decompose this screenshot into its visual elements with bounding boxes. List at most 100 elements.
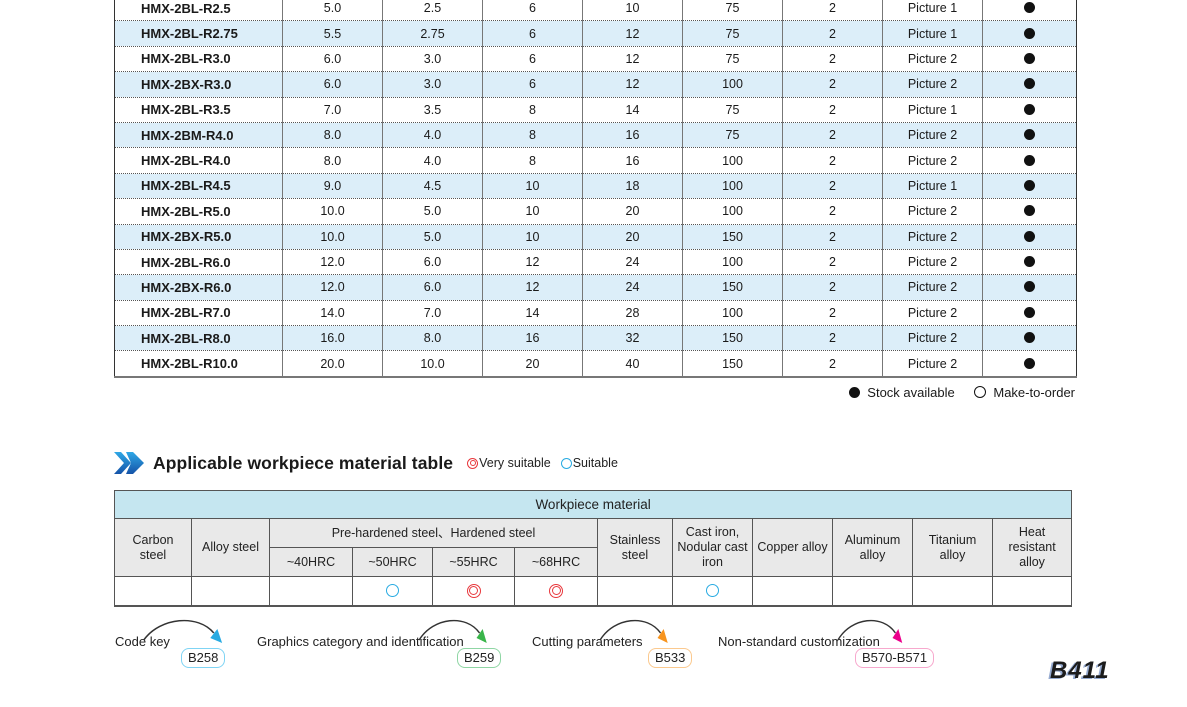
value-cell: 7.0 xyxy=(382,300,483,327)
value-cell: 100 xyxy=(682,300,783,327)
value-cell: 12.0 xyxy=(282,249,383,276)
table-row: HMX-2BL-R7.0 14.0 7.0 14 28 100 2 Picture 2 xyxy=(114,300,1077,327)
value-cell: 2.75 xyxy=(382,20,483,47)
value-cell: 10 xyxy=(482,173,583,200)
value-cell: 4.5 xyxy=(382,173,483,200)
value-cell: 150 xyxy=(682,224,783,250)
model-cell: HMX-2BL-R7.0 xyxy=(114,300,283,327)
value-cell: 5.0 xyxy=(382,198,483,225)
spec-table-container: HMX-2BL-R2.5 5.0 2.5 6 10 75 2 Picture 1 HMX-2BL… xyxy=(114,0,1077,378)
picture-cell: Picture 2 xyxy=(882,147,983,174)
value-cell: 12 xyxy=(482,249,583,276)
value-cell: 100 xyxy=(682,198,783,225)
value-cell: 2 xyxy=(782,122,883,149)
make-to-order-legend: Make-to-order xyxy=(974,385,1075,400)
stock-available-icon xyxy=(1024,205,1035,217)
value-cell: 5.5 xyxy=(282,20,383,47)
rating-cell xyxy=(672,576,753,607)
footer-annotation: Graphics category and identification B25… xyxy=(257,614,517,672)
picture-cell: Picture 1 xyxy=(882,0,983,22)
table-row: HMX-2BL-R5.0 10.0 5.0 10 20 100 2 Picture 2 xyxy=(114,198,1077,225)
value-cell: 10.0 xyxy=(282,224,383,250)
table-row: HMX-2BL-R4.5 9.0 4.5 10 18 100 2 Picture 1 xyxy=(114,173,1077,200)
rating-cell xyxy=(912,576,993,607)
annotation-label: Cutting parameters xyxy=(532,634,643,649)
value-cell: 2 xyxy=(782,325,883,352)
picture-cell: Picture 2 xyxy=(882,224,983,250)
col-stainless-steel: Stainless steel xyxy=(597,518,673,577)
stock-available-icon xyxy=(1024,256,1035,268)
value-cell: 100 xyxy=(682,249,783,276)
value-cell: 10 xyxy=(482,198,583,225)
page-ref-badge[interactable]: B533 xyxy=(648,648,693,668)
material-table: Workpiece material Carbon steel Alloy st… xyxy=(113,490,1073,607)
arrowhead-icon xyxy=(892,629,903,643)
value-cell: 12 xyxy=(582,71,683,98)
stock-available-icon xyxy=(1024,179,1035,191)
value-cell: 6 xyxy=(482,20,583,47)
value-cell: 18 xyxy=(582,173,683,200)
value-cell: 75 xyxy=(682,20,783,47)
col-cast-iron: Cast iron, Nodular cast iron xyxy=(672,518,753,577)
value-cell: 150 xyxy=(682,325,783,352)
stock-cell xyxy=(982,122,1077,149)
table-row: HMX-2BL-R8.0 16.0 8.0 16 32 150 2 Picture 2 xyxy=(114,325,1077,352)
value-cell: 40 xyxy=(582,350,683,377)
value-cell: 2 xyxy=(782,300,883,327)
picture-cell: Picture 2 xyxy=(882,325,983,352)
page-ref-badge[interactable]: B570-B571 xyxy=(855,648,935,668)
arrowhead-icon xyxy=(210,629,223,643)
stock-available-icon xyxy=(1024,78,1035,90)
stock-available-icon xyxy=(1024,306,1035,318)
stock-available-icon xyxy=(1024,129,1035,141)
section-title: Applicable workpiece material table xyxy=(153,452,454,473)
model-cell: HMX-2BL-R3.5 xyxy=(114,97,283,123)
model-cell: HMX-2BL-R8.0 xyxy=(114,325,283,352)
value-cell: 16 xyxy=(482,325,583,352)
value-cell: 2.5 xyxy=(382,0,483,22)
col-55hrc: ~55HRC xyxy=(432,547,515,577)
value-cell: 75 xyxy=(682,97,783,123)
arrow-curve-icon xyxy=(837,619,903,643)
picture-cell: Picture 2 xyxy=(882,249,983,276)
rating-cell xyxy=(832,576,913,607)
value-cell: 12 xyxy=(582,20,683,47)
picture-cell: Picture 2 xyxy=(882,274,983,301)
value-cell: 2 xyxy=(782,0,883,22)
arrow-curve-icon xyxy=(599,619,668,643)
rating-cell xyxy=(597,576,673,607)
model-cell: HMX-2BL-R3.0 xyxy=(114,46,283,73)
table-row: HMX-2BL-R3.5 7.0 3.5 8 14 75 2 Picture 1 xyxy=(114,97,1077,123)
value-cell: 8 xyxy=(482,97,583,123)
value-cell: 28 xyxy=(582,300,683,327)
value-cell: 12.0 xyxy=(282,274,383,301)
stock-cell xyxy=(982,249,1077,276)
value-cell: 2 xyxy=(782,46,883,73)
picture-cell: Picture 2 xyxy=(882,122,983,149)
page-ref-badge[interactable]: B258 xyxy=(181,648,226,668)
stock-cell xyxy=(982,46,1077,73)
value-cell: 24 xyxy=(582,249,683,276)
value-cell: 10 xyxy=(482,224,583,250)
band-title: Workpiece material xyxy=(113,490,1073,519)
value-cell: 20 xyxy=(582,224,683,250)
value-cell: 75 xyxy=(682,0,783,22)
value-cell: 2 xyxy=(782,20,883,47)
stock-cell xyxy=(982,350,1077,377)
value-cell: 2 xyxy=(782,198,883,225)
col-aluminum-alloy: Aluminum alloy xyxy=(832,518,913,577)
arrow-curve-icon xyxy=(143,619,223,643)
picture-cell: Picture 2 xyxy=(882,46,983,73)
model-cell: HMX-2BL-R2.75 xyxy=(114,20,283,47)
rating-cell xyxy=(191,576,270,607)
page-ref-badge[interactable]: B259 xyxy=(457,648,502,668)
ratings-row xyxy=(114,576,1073,607)
value-cell: 4.0 xyxy=(382,122,483,149)
make-to-order-label: Make-to-order xyxy=(993,385,1075,400)
suitable-label: Suitable xyxy=(572,456,618,470)
stock-cell xyxy=(982,198,1077,225)
value-cell: 6.0 xyxy=(282,71,383,98)
picture-cell: Picture 2 xyxy=(882,71,983,98)
stock-available-icon xyxy=(1024,230,1035,242)
stock-available-icon xyxy=(1024,103,1035,115)
